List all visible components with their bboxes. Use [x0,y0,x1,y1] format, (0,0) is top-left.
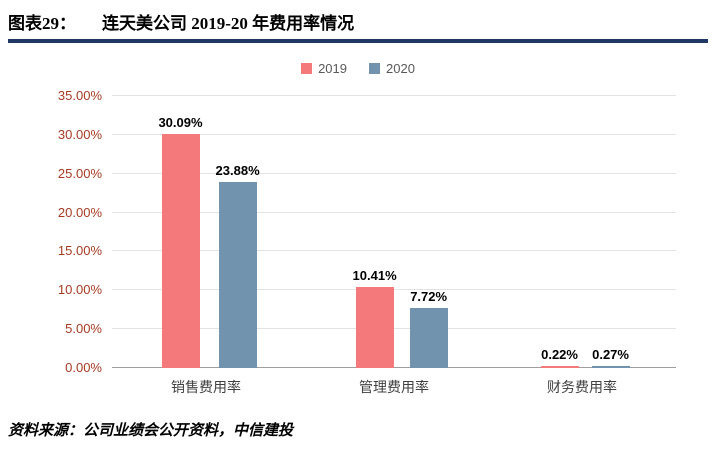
gridline-30.00% [112,133,676,135]
legend-swatch-2019 [301,63,313,74]
y-tick-label: 0.00% [65,360,102,375]
legend-item-2020: 2020 [369,61,415,76]
bar-2019-销售费用率 [161,134,200,368]
bar-wrap-2019-财务费用率: 0.22% [540,96,579,368]
bar-wrap-2019-销售费用率: 30.09% [158,96,203,368]
y-tick-label: 5.00% [65,321,102,337]
gridline-25.00% [112,172,676,174]
plot-area: 0.00% 5.00% 10.00% 15.00% 20.00% 25.00% 30.00%… [58,88,676,375]
bar-2020-管理费用率 [409,308,448,368]
legend-swatch-2020 [369,63,380,74]
bar-wrap-2019-管理费用率: 10.41% [353,96,397,368]
gridline-20.00% [112,211,676,213]
bar-value-label: 7.72% [410,289,448,305]
bar-group-销售费用率: 30.09% 23.88% [158,96,260,368]
bar-2020-财务费用率 [591,365,630,368]
bar-2019-财务费用率 [540,366,579,368]
y-tick-label: 15.00% [57,243,102,259]
x-tick-label: 财务费用率 [547,379,617,395]
x-tick-label: 销售费用率 [171,379,241,395]
x-axis-labels: 销售费用率 管理费用率 财务费用率 [112,368,676,397]
gridline-35.00% [112,95,676,96]
bar-2020-销售费用率 [218,182,257,368]
bar-value-label: 0.22% [541,347,578,363]
chart-legend: 2019 2020 [0,61,716,76]
bar-value-label: 0.27% [592,346,629,362]
gridline-0.00% [112,367,676,368]
legend-label-2020: 2020 [386,61,415,76]
bar-wrap-2020-管理费用率: 7.72% [409,96,448,368]
source-note: 资料来源：公司业绩会公开资料，中信建投 [8,423,294,439]
gridline-5.00% [112,328,676,330]
y-tick-label: 20.00% [57,204,102,220]
figure-title: 连天美公司 2019-20 年费用率情况 [102,14,355,33]
bar-2019-管理费用率 [355,287,394,368]
y-tick-label: 25.00% [57,165,102,181]
y-tick-label: 30.00% [57,126,102,142]
expense-ratio-bar-chart: 2019 2020 0.00% 5.00% 10.00% 15.00% 20.00% 25.… [0,61,716,397]
bar-group-财务费用率: 0.22% 0.27% [540,96,630,368]
figure-header: 图表29： 连天美公司 2019-20 年费用率情况 [0,0,716,39]
bar-value-label: 10.41% [352,268,397,284]
gridline-10.00% [112,289,676,291]
bar-wrap-2020-财务费用率: 0.27% [591,96,630,368]
header-rule [8,39,708,43]
y-tick-label: 10.00% [57,282,102,298]
bar-value-label: 30.09% [158,115,203,131]
bar-wrap-2020-销售费用率: 23.88% [216,96,260,368]
bar-groups: 30.09% 23.88% 10.41% 7.72% 0.22% 0.27% [112,96,676,368]
x-tick-label: 管理费用率 [359,379,429,395]
gridline-15.00% [112,250,676,252]
figure-number: 图表29： [8,14,76,33]
bar-group-管理费用率: 10.41% 7.72% [353,96,448,368]
legend-item-2019: 2019 [301,61,347,76]
y-tick-label: 35.00% [57,88,102,103]
bar-value-label: 23.88% [215,163,260,179]
legend-label-2019: 2019 [318,61,347,76]
